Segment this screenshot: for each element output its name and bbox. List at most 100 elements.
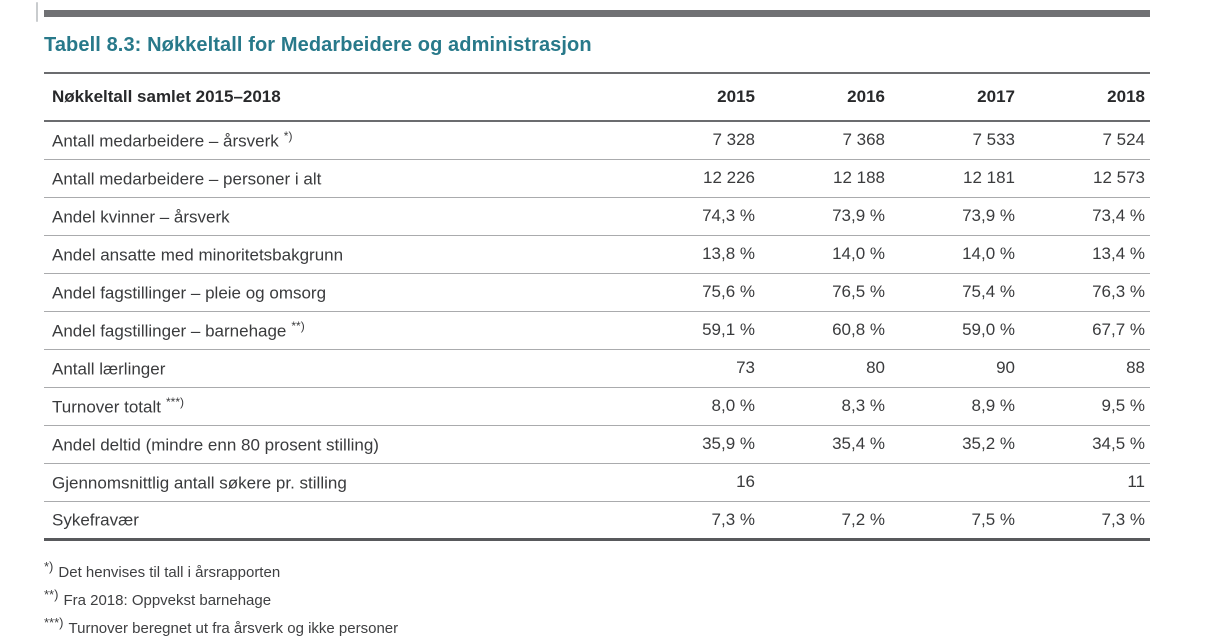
row-label-cell: Andel fagstillinger – barnehage **) (44, 311, 630, 350)
footnote-text: Turnover beregnet ut fra årsverk og ikke… (68, 619, 399, 637)
cell-value: 76,3 % (1020, 273, 1150, 312)
footnote-line: ***) Turnover beregnet ut fra årsverk og … (44, 612, 1150, 640)
cell-value: 7 524 (1020, 121, 1150, 160)
footnotes-block: *) Det henvises til tall i årsrapporten *… (44, 556, 1150, 640)
cell-value: 90 (890, 349, 1020, 388)
table-row: Turnover totalt ***) 8,0 % 8,3 % 8,9 % 9,… (44, 387, 1150, 426)
cell-value: 75,6 % (630, 273, 760, 312)
cell-value: 7,5 % (890, 501, 1020, 541)
row-label: Andel deltid (mindre enn 80 prosent stil… (52, 435, 379, 455)
footnote-marker: **) (44, 586, 59, 602)
row-label: Antall lærlinger (52, 359, 166, 379)
table-row: Andel ansatte med minoritetsbakgrunn 13,… (44, 235, 1150, 274)
cell-value: 16 (630, 463, 760, 502)
cell-value: 80 (760, 349, 890, 388)
row-label: Andel ansatte med minoritetsbakgrunn (52, 245, 344, 265)
cell-value: 7 328 (630, 121, 760, 160)
cell-value: 14,0 % (760, 235, 890, 274)
table-row: Andel deltid (mindre enn 80 prosent stil… (44, 425, 1150, 464)
cell-value: 73,9 % (760, 197, 890, 236)
cell-value: 13,4 % (1020, 235, 1150, 274)
cell-value: 7 368 (760, 121, 890, 160)
cell-value: 8,3 % (760, 387, 890, 426)
table-row: Andel kvinner – årsverk 74,3 % 73,9 % 73… (44, 197, 1150, 236)
key-figures-table: Nøkkeltall samlet 2015–2018 2015 2016 20… (44, 72, 1150, 541)
table-row: Antall lærlinger 73 80 90 88 (44, 349, 1150, 388)
row-label-cell: Andel ansatte med minoritetsbakgrunn (44, 235, 630, 274)
row-label-cell: Antall lærlinger (44, 349, 630, 388)
row-label: Antall medarbeidere – årsverk (52, 131, 279, 151)
cell-value: 12 226 (630, 159, 760, 198)
footnote-marker: **) (291, 318, 305, 333)
cell-value: 35,4 % (760, 425, 890, 464)
footnote-line: *) Det henvises til tall i årsrapporten (44, 556, 1150, 584)
cell-value: 67,7 % (1020, 311, 1150, 350)
cell-value: 73,4 % (1020, 197, 1150, 236)
cell-value: 14,0 % (890, 235, 1020, 274)
cell-value: 12 573 (1020, 159, 1150, 198)
cell-value: 8,0 % (630, 387, 760, 426)
cell-value (760, 463, 890, 502)
row-label: Gjennomsnittlig antall søkere pr. stilli… (52, 473, 347, 493)
cell-value: 7 533 (890, 121, 1020, 160)
header-label: Nøkkeltall samlet 2015–2018 (44, 72, 630, 122)
table-row: Gjennomsnittlig antall søkere pr. stilli… (44, 463, 1150, 502)
row-label: Sykefravær (52, 510, 139, 530)
page-edge-artifact (36, 2, 38, 22)
row-label-cell: Turnover totalt ***) (44, 387, 630, 426)
cell-value: 11 (1020, 463, 1150, 502)
footnote-text: Fra 2018: Oppvekst barnehage (63, 591, 272, 609)
footnote-line: **) Fra 2018: Oppvekst barnehage (44, 584, 1150, 612)
row-label-cell: Antall medarbeidere – personer i alt (44, 159, 630, 198)
header-year-2017: 2017 (890, 72, 1020, 122)
table-row: Antall medarbeidere – personer i alt 12 … (44, 159, 1150, 198)
footnote-marker: ***) (44, 614, 64, 630)
document-page: Tabell 8.3: Nøkkeltall for Medarbeidere … (44, 0, 1150, 640)
table-row: Antall medarbeidere – årsverk *) 7 328 7 … (44, 121, 1150, 160)
footnote-marker: ***) (165, 394, 184, 409)
row-label: Turnover totalt (52, 397, 161, 417)
cell-value: 75,4 % (890, 273, 1020, 312)
header-year-2015: 2015 (630, 72, 760, 122)
row-label-cell: Andel kvinner – årsverk (44, 197, 630, 236)
footnote-text: Det henvises til tall i årsrapporten (58, 563, 281, 581)
cell-value: 60,8 % (760, 311, 890, 350)
header-year-2018: 2018 (1020, 72, 1150, 122)
row-label: Andel fagstillinger – pleie og omsorg (52, 283, 327, 303)
table-title: Tabell 8.3: Nøkkeltall for Medarbeidere … (44, 34, 592, 56)
cell-value: 12 181 (890, 159, 1020, 198)
cell-value: 8,9 % (890, 387, 1020, 426)
cell-value: 7,2 % (760, 501, 890, 541)
cell-value: 74,3 % (630, 197, 760, 236)
row-label-cell: Antall medarbeidere – årsverk *) (44, 121, 630, 160)
footnote-marker: *) (44, 558, 54, 574)
footnote-marker: *) (283, 128, 293, 143)
row-label-cell: Andel fagstillinger – pleie og omsorg (44, 273, 630, 312)
table-row: Andel fagstillinger – pleie og omsorg 75… (44, 273, 1150, 312)
cell-value: 59,0 % (890, 311, 1020, 350)
row-label-cell: Andel deltid (mindre enn 80 prosent stil… (44, 425, 630, 464)
cell-value: 73 (630, 349, 760, 388)
row-label-cell: Sykefravær (44, 501, 630, 541)
cell-value: 73,9 % (890, 197, 1020, 236)
header-year-2016: 2016 (760, 72, 890, 122)
cell-value: 35,2 % (890, 425, 1020, 464)
table-header-row: Nøkkeltall samlet 2015–2018 2015 2016 20… (44, 72, 1150, 122)
cell-value: 59,1 % (630, 311, 760, 350)
row-label: Antall medarbeidere – personer i alt (52, 169, 322, 189)
cell-value: 34,5 % (1020, 425, 1150, 464)
row-label-cell: Gjennomsnittlig antall søkere pr. stilli… (44, 463, 630, 502)
cell-value: 76,5 % (760, 273, 890, 312)
cell-value: 35,9 % (630, 425, 760, 464)
table-row: Andel fagstillinger – barnehage **) 59,1 … (44, 311, 1150, 350)
section-divider-bar (44, 10, 1150, 17)
table-row: Sykefravær 7,3 % 7,2 % 7,5 % 7,3 % (44, 501, 1150, 541)
cell-value (890, 463, 1020, 502)
cell-value: 7,3 % (1020, 501, 1150, 541)
cell-value: 9,5 % (1020, 387, 1150, 426)
row-label: Andel fagstillinger – barnehage (52, 321, 287, 341)
cell-value: 13,8 % (630, 235, 760, 274)
cell-value: 12 188 (760, 159, 890, 198)
cell-value: 88 (1020, 349, 1150, 388)
cell-value: 7,3 % (630, 501, 760, 541)
